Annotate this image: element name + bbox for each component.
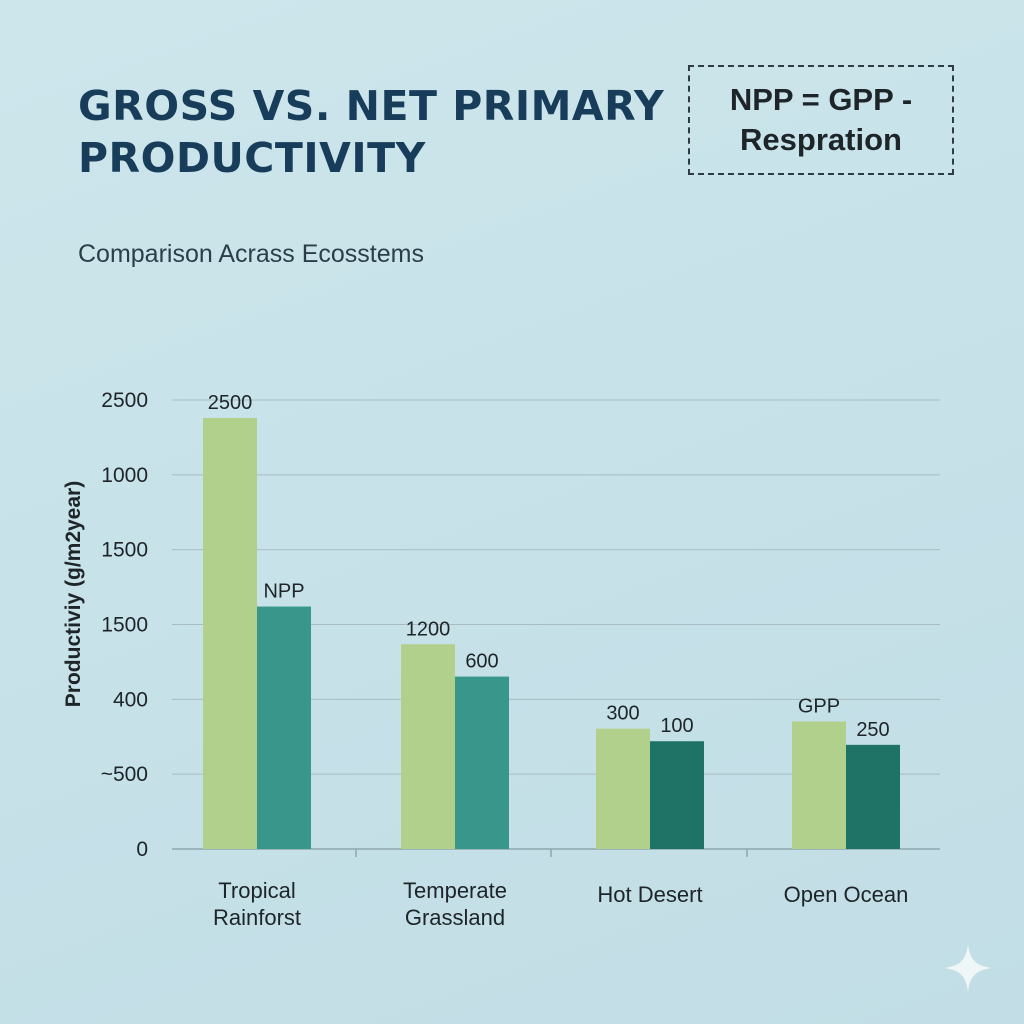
bar-gpp — [203, 417, 257, 849]
x-tick-label: Hot Desert — [597, 882, 702, 907]
data-label: GPP — [798, 695, 840, 717]
bar-npp — [257, 606, 311, 849]
x-tick-label: Grassland — [405, 905, 505, 930]
bar-npp — [650, 741, 704, 849]
bar-gpp — [596, 728, 650, 849]
bar-gpp — [792, 721, 846, 849]
data-label: 100 — [660, 715, 693, 737]
data-label: 1200 — [406, 618, 451, 640]
bar-gpp — [401, 644, 455, 849]
data-label: 2500 — [208, 392, 253, 414]
formula-line-2: Respration — [740, 122, 902, 157]
sparkle-icon — [944, 944, 992, 992]
data-label: 300 — [606, 703, 639, 725]
y-tick-label: 2500 — [101, 389, 148, 412]
y-tick-label: 400 — [113, 688, 148, 711]
x-tick-label: Rainforst — [213, 905, 301, 930]
data-label: 600 — [465, 651, 498, 673]
x-tick-label: Temperate — [403, 878, 507, 903]
y-axis-label: Productiviy (g/m2year) — [62, 481, 85, 707]
bar-npp — [455, 676, 509, 849]
x-tick-label: Open Ocean — [784, 882, 909, 907]
x-tick-label: Tropical — [218, 878, 295, 903]
y-tick-label: 0 — [136, 838, 148, 861]
formula-box: NPP = GPP - Respration — [688, 65, 954, 175]
y-tick-label: 1500 — [101, 614, 148, 637]
y-tick-label: 1000 — [101, 464, 148, 487]
bar-npp — [846, 744, 900, 849]
y-tick-label: ~500 — [101, 763, 148, 786]
data-label: NPP — [263, 581, 304, 603]
chart-title: GROSS VS. NET PRIMARY PRODUCTIVITY — [78, 82, 665, 182]
y-tick-label: 1500 — [101, 539, 148, 562]
data-label: 250 — [856, 719, 889, 741]
chart-subtitle: Comparison Acrass Ecosstems — [78, 240, 424, 268]
formula-line-1: NPP = GPP - — [729, 82, 913, 117]
